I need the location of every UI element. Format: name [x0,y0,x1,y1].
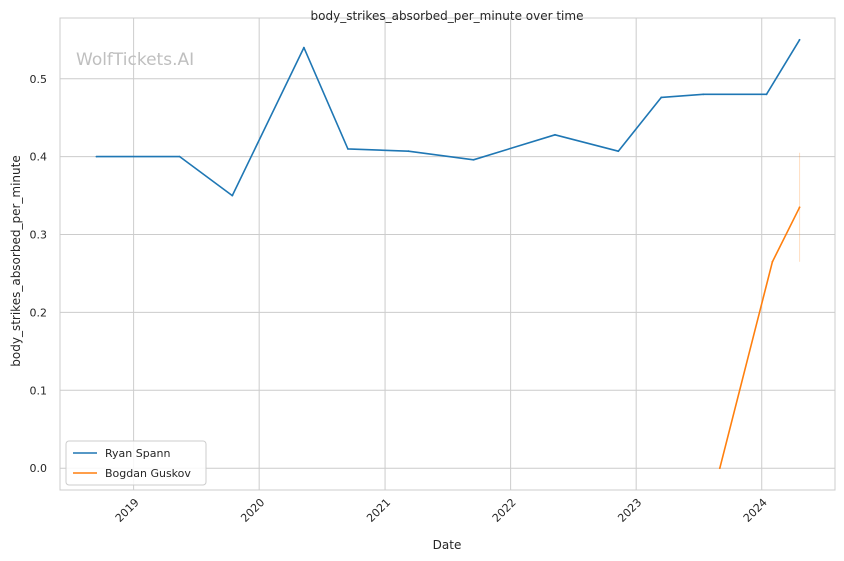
watermark: WolfTickets.AI [76,50,194,70]
legend-label-bogdan-guskov: Bogdan Guskov [105,467,191,480]
y-axis-label: body_strikes_absorbed_per_minute [9,155,23,366]
data-point-ryan-spann [302,46,305,49]
data-point-ryan-spann [765,93,768,96]
y-tick-label: 0.5 [30,73,48,86]
y-tick-label: 0.4 [30,151,48,164]
legend: Ryan Spann Bogdan Guskov [65,440,207,486]
data-point-ryan-spann [178,155,181,158]
data-point-ryan-spann [660,96,663,99]
data-point-ryan-spann [231,194,234,197]
data-point-bogdan-guskov [798,206,801,209]
data-point-ryan-spann [472,158,475,161]
data-point-ryan-spann [702,93,705,96]
plot-area [59,17,836,491]
y-tick-label: 0.3 [30,229,48,242]
data-point-ryan-spann [617,150,620,153]
y-tick-labels: 0.0 0.1 0.2 0.3 0.4 0.5 [30,73,48,475]
data-point-ryan-spann [95,155,98,158]
y-tick-label: 0.2 [30,306,48,319]
series-layer [95,38,801,470]
y-tick-label: 0.0 [30,462,48,475]
data-point-ryan-spann [554,133,556,136]
data-point-ryan-spann [407,150,410,153]
data-point-ryan-spann [798,38,801,41]
data-point-bogdan-guskov [771,260,774,263]
x-axis-label: Date [433,538,462,552]
legend-label-ryan-spann: Ryan Spann [105,447,170,460]
y-tick-label: 0.1 [30,384,48,397]
legend-box [65,440,207,486]
chart-title: body_strikes_absorbed_per_minute over ti… [311,9,584,23]
data-point-bogdan-guskov [718,467,721,470]
data-point-ryan-spann [347,147,349,150]
